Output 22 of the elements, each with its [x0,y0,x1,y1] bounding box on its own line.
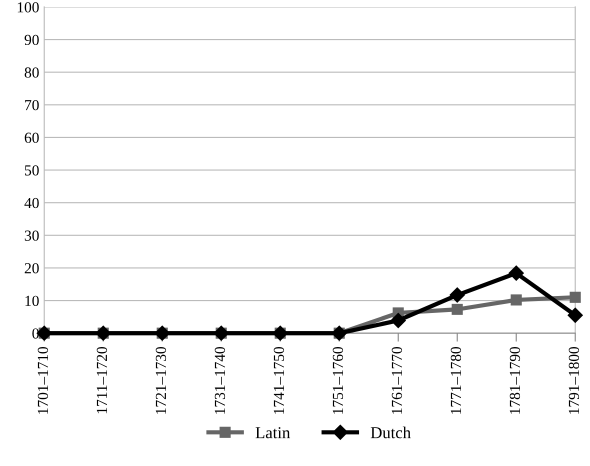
x-tick-label: 1701–1710 [38,346,48,414]
x-tick-label: 1721–1730 [156,346,166,414]
x-tick-label: 1711–1720 [96,346,108,414]
x-tick-label: 1741–1750 [274,346,284,414]
x-tick-label: 1731–1740 [214,346,226,414]
x-tick-label: 1791–1800 [568,346,580,414]
legend-label: Latin [256,427,290,438]
y-tick-label: 80 [24,67,39,78]
y-tick-label: 50 [25,165,39,176]
y-tick-label: 100 [18,2,39,12]
y-tick-label: 70 [25,100,39,110]
x-tick-label: 1781–1790 [510,346,520,414]
x-tick-label: 1771–1780 [450,346,462,414]
y-tick-label: 20 [24,263,39,274]
y-tick-label: 90 [24,34,39,46]
y-tick-label: 40 [24,198,39,208]
y-tick-label: 60 [24,132,39,143]
legend-label: Dutch [370,426,411,438]
x-tick-label: 1761–1770 [392,346,402,414]
x-tick-label: 1751–1760 [332,346,344,414]
y-tick-label: 30 [24,230,39,241]
y-tick-label: 10 [25,296,39,306]
